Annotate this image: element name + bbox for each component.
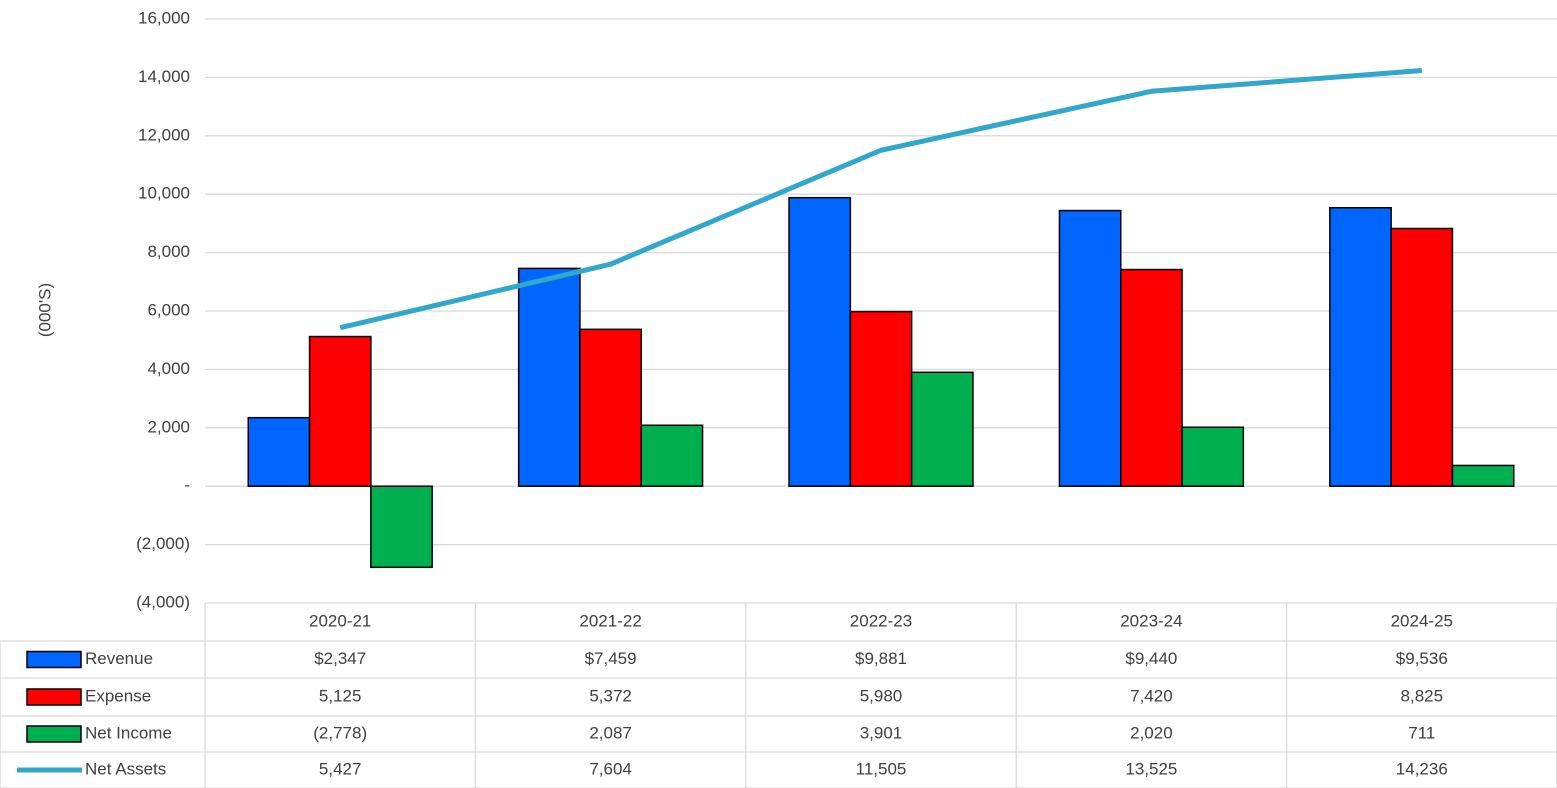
table-value: (2,778) — [313, 723, 367, 742]
bar — [640, 424, 704, 487]
bar — [1390, 227, 1454, 487]
legend-key — [26, 688, 82, 706]
bar — [1120, 268, 1183, 487]
y-tick-label: 16,000 — [138, 8, 190, 27]
table-value: 8,825 — [1401, 686, 1444, 705]
table-value: 5,427 — [319, 759, 362, 778]
table-value: 3,901 — [860, 723, 903, 742]
y-tick-label: 12,000 — [138, 125, 190, 144]
y-tick-label: 8,000 — [147, 242, 190, 261]
table-value: 2,087 — [589, 723, 632, 742]
y-tick-label: (4,000) — [136, 592, 190, 611]
bar — [579, 328, 643, 487]
bar — [1329, 206, 1392, 487]
x-tick-label: 2020-21 — [309, 611, 371, 630]
table-value: $9,536 — [1396, 649, 1448, 668]
y-tick-label: 2,000 — [147, 417, 190, 436]
y-tick-label: - — [184, 476, 190, 495]
y-tick-label: (2,000) — [136, 534, 190, 553]
legend-label: Revenue — [85, 649, 153, 668]
table-value: 711 — [1408, 723, 1435, 742]
y-tick-label: 4,000 — [147, 359, 190, 378]
x-tick-label: 2023-24 — [1120, 611, 1182, 630]
x-tick-label: 2022-23 — [850, 611, 912, 630]
bar — [1181, 426, 1245, 487]
bar — [1451, 464, 1515, 487]
bar — [370, 485, 433, 569]
bar — [517, 267, 581, 487]
bar — [910, 371, 974, 487]
bar — [849, 310, 913, 487]
x-tick-label: 2021-22 — [579, 611, 641, 630]
legend-key — [26, 650, 82, 669]
table-value: 14,236 — [1396, 759, 1448, 778]
table-value: $7,459 — [585, 649, 637, 668]
y-tick-label: 6,000 — [147, 300, 190, 319]
x-tick-label: 2024-25 — [1391, 611, 1453, 630]
legend-label: Net Assets — [85, 759, 166, 778]
legend-label: Expense — [85, 686, 151, 705]
table-value: $9,440 — [1125, 649, 1177, 668]
table-value: 7,604 — [589, 759, 632, 778]
table-value: 13,525 — [1125, 759, 1177, 778]
table-value: $9,881 — [855, 649, 907, 668]
bar — [1058, 209, 1122, 487]
table-value: $2,347 — [314, 649, 366, 668]
y-tick-label: 10,000 — [138, 184, 190, 203]
table-value: 11,505 — [856, 759, 907, 778]
table-value: 5,980 — [860, 686, 903, 705]
y-tick-label: 14,000 — [138, 67, 190, 86]
table-value: 2,020 — [1130, 723, 1173, 742]
line-series — [339, 68, 1422, 331]
y-axis-label: (000'S) — [35, 283, 54, 337]
bar — [788, 196, 852, 487]
table-value: 5,372 — [589, 686, 632, 705]
bar — [308, 335, 372, 487]
bar — [247, 416, 311, 487]
table-value: 7,420 — [1130, 686, 1173, 705]
table-value: 5,125 — [319, 686, 362, 705]
legend-label: Net Income — [85, 723, 172, 742]
legend-key — [26, 725, 82, 743]
